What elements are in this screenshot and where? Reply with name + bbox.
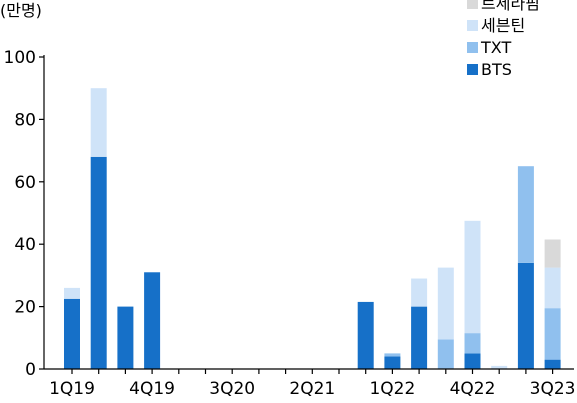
legend-swatch-세븐틴 <box>467 20 478 31</box>
x-tick-label: 4Q19 <box>129 379 175 399</box>
bar-세븐틴-1Q19 <box>64 287 80 299</box>
bar-BTS-4Q22 <box>464 353 481 369</box>
bar-BTS-1Q19 <box>64 298 80 369</box>
bar-BTS-2Q22 <box>411 306 428 369</box>
x-axis: 1Q19 4Q19 3Q20 2Q21 1Q22 4Q22 3Q23 <box>44 368 576 399</box>
legend-swatch-TXT <box>467 42 478 53</box>
y-tick-label: 40 <box>14 235 36 255</box>
y-axis: 0 20 40 60 80 100 <box>4 48 45 380</box>
bar-세븐틴-1Q23 <box>491 365 508 369</box>
bars <box>64 88 561 369</box>
x-tick-label: 1Q19 <box>49 379 95 399</box>
x-tick-label: 1Q22 <box>369 379 415 399</box>
bar-BTS-3Q19 <box>117 306 134 369</box>
bar-BTS-4Q21 <box>357 301 374 369</box>
x-tick-label: 3Q20 <box>209 379 255 399</box>
y-tick-label: 20 <box>14 298 36 318</box>
legend-label-르세라핌: 르세라핌 <box>481 0 540 13</box>
legend-label-TXT: TXT <box>480 38 511 57</box>
bar-BTS-1Q22 <box>384 356 401 369</box>
y-tick-label: 0 <box>25 360 36 380</box>
bar-BTS-2Q19 <box>90 156 107 369</box>
legend-label-세븐틴: 세븐틴 <box>481 16 525 35</box>
legend-label-BTS: BTS <box>481 60 512 79</box>
x-tick-label: 3Q23 <box>530 379 576 399</box>
x-tick-label: 2Q21 <box>289 379 335 399</box>
y-tick-label: 100 <box>4 48 36 68</box>
bar-세븐틴-4Q22 <box>464 220 481 334</box>
bar-TXT-3Q22 <box>437 339 454 369</box>
bar-세븐틴-3Q23 <box>544 267 561 309</box>
bar-BTS-3Q23 <box>544 359 561 369</box>
bar-TXT-1Q22 <box>384 353 401 357</box>
bar-TXT-3Q23 <box>544 308 561 360</box>
y-tick-label: 80 <box>14 110 36 130</box>
bar-BTS-4Q19 <box>144 272 161 369</box>
bar-TXT-2Q23 <box>517 166 534 263</box>
y-tick-label: 60 <box>14 173 36 193</box>
bar-TXT-4Q22 <box>464 333 481 354</box>
x-tick-label: 4Q22 <box>450 379 496 399</box>
legend-swatch-르세라핌 <box>467 0 478 9</box>
bar-세븐틴-2Q22 <box>411 278 428 307</box>
bar-르세라핌-3Q23 <box>544 239 561 268</box>
bar-세븐틴-3Q22 <box>437 267 454 340</box>
bar-BTS-2Q23 <box>517 262 534 369</box>
bar-세븐틴-2Q19 <box>90 88 107 157</box>
unit-label: (만명) <box>0 1 42 20</box>
legend-swatch-BTS <box>467 64 478 75</box>
